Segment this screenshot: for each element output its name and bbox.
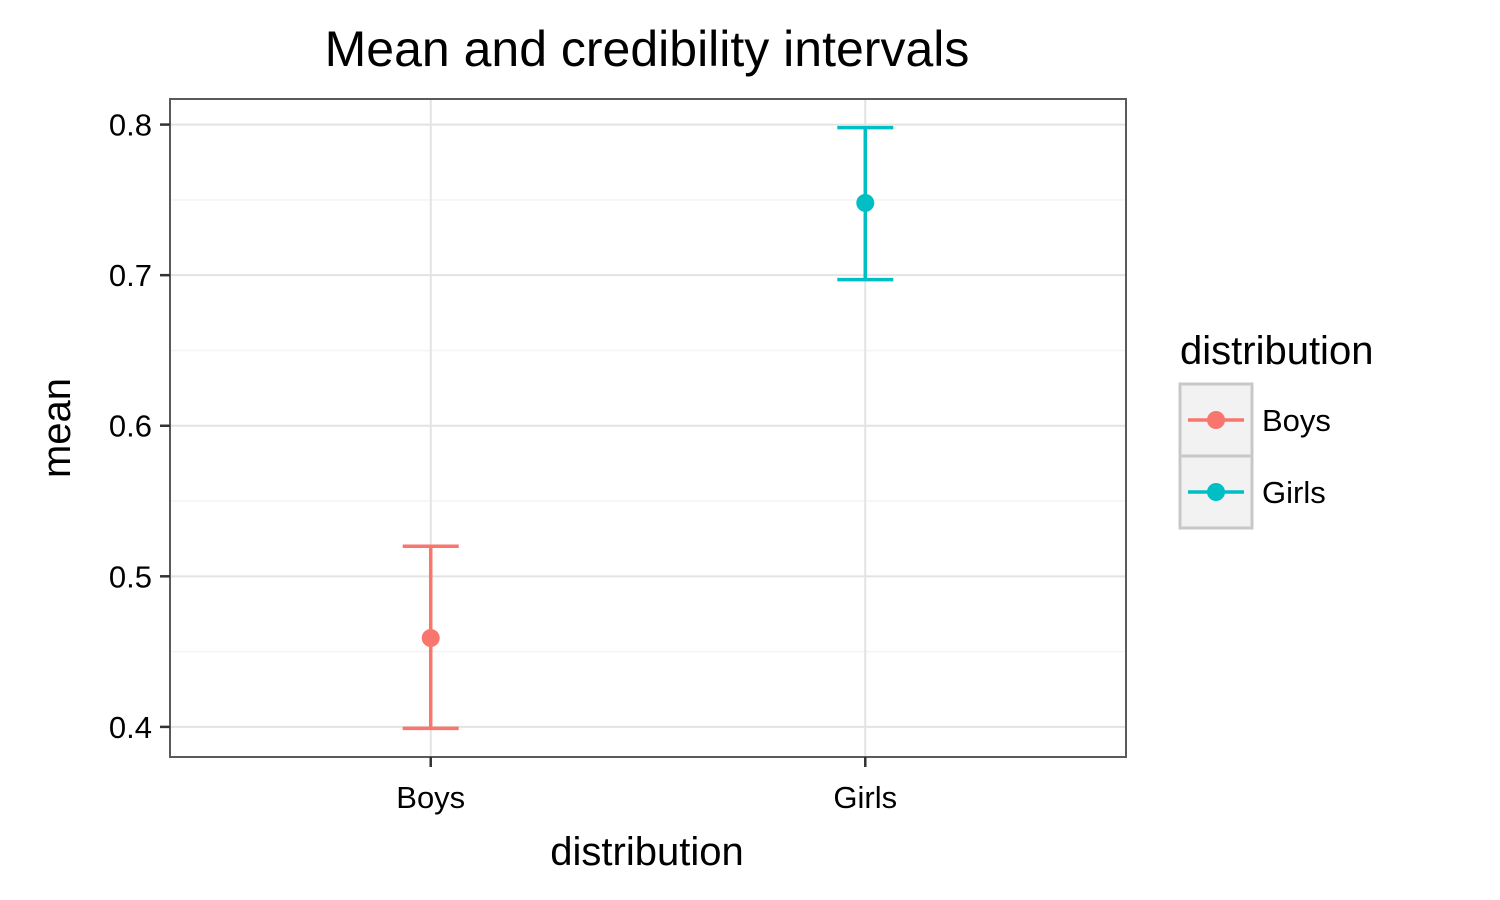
y-tick-label: 0.6 [109,409,152,444]
legend-point-boys [1207,411,1225,429]
panel-border [169,98,1127,758]
point-boys [421,629,440,648]
x-tick-label: Boys [396,780,465,815]
chart-title: Mean and credibility intervals [325,21,970,77]
y-tick-label: 0.4 [109,710,152,745]
y-tick-label: 0.8 [109,108,152,143]
legend-label-boys: Boys [1262,403,1331,438]
legend-point-girls [1207,483,1225,501]
y-tick-label: 0.5 [109,559,152,594]
y-tick-label: 0.7 [109,258,152,293]
y-axis-title: mean [35,378,79,478]
point-girls [856,193,875,212]
legend: distribution Boys Girls [1178,329,1373,530]
panel-background [170,99,1126,757]
x-tick-label: Girls [833,780,897,815]
x-axis-title: distribution [550,830,743,874]
plot-area: 0.4 0.5 0.6 0.7 0.8 Boys Girls [109,98,1127,815]
legend-label-girls: Girls [1262,475,1326,510]
legend-title: distribution [1180,329,1373,373]
